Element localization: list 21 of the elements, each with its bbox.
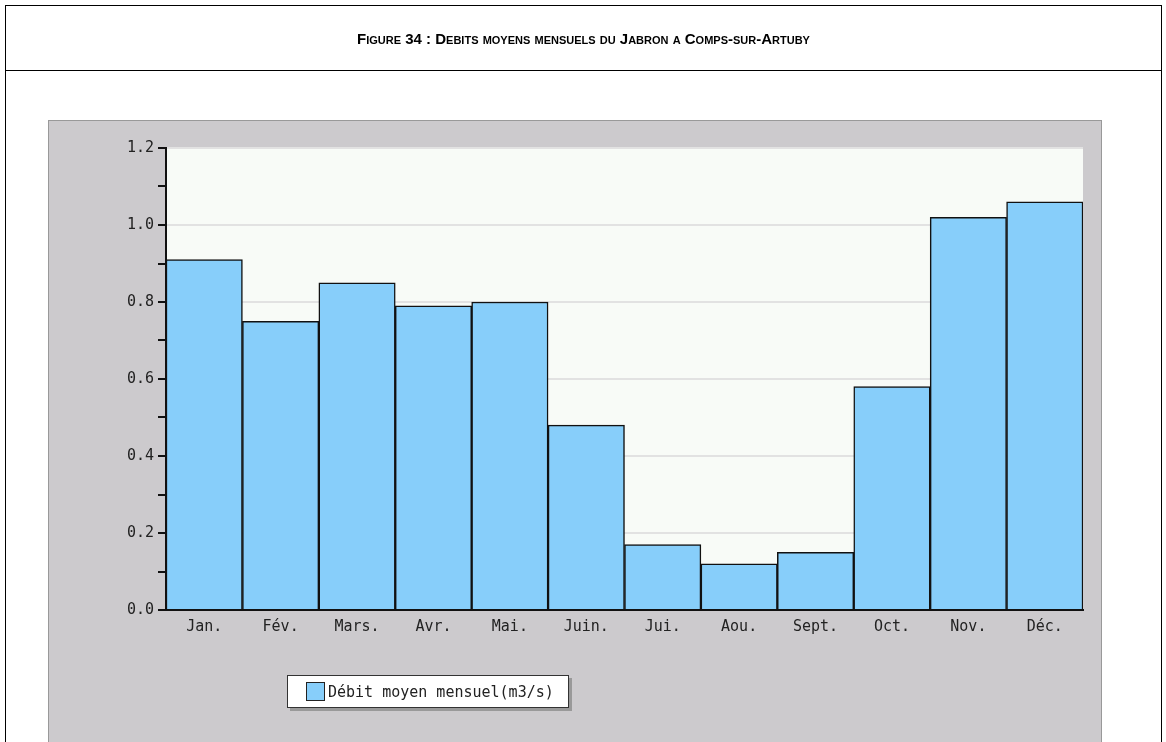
- y-tick-label: 0.8: [126, 291, 154, 310]
- x-tick-label: Nov.: [950, 616, 987, 635]
- x-tick-label: Aou.: [721, 616, 758, 635]
- y-tick-label: 1.0: [126, 214, 154, 233]
- y-tick-label: 0.2: [126, 522, 154, 541]
- y-tick-label: 0.6: [126, 368, 154, 387]
- y-tick-label: 0.0: [126, 599, 154, 618]
- x-tick-label: Déc.: [1026, 616, 1063, 635]
- text: Débit moyen mensuel(m3/s): [328, 682, 554, 701]
- x-tick-label: Avr.: [415, 616, 452, 635]
- x-tick-label: Jui.: [644, 616, 681, 635]
- x-tick-label: Jan.: [186, 616, 223, 635]
- x-tick-label: Oct.: [873, 616, 911, 635]
- chart-title: Figure 34 : Debits moyens mensuels du Jabron a Comps-sur-Artuby: [6, 6, 1161, 71]
- x-tick-label: Sept.: [792, 616, 839, 635]
- x-tick-label: Mai.: [491, 616, 528, 635]
- x-tick-label: Fév.: [262, 616, 299, 635]
- x-tick-label: Mars.: [334, 616, 380, 635]
- x-tick-label: Juin.: [563, 616, 609, 635]
- y-tick-label: 1.2: [126, 137, 154, 156]
- y-tick-label: 0.4: [126, 445, 154, 464]
